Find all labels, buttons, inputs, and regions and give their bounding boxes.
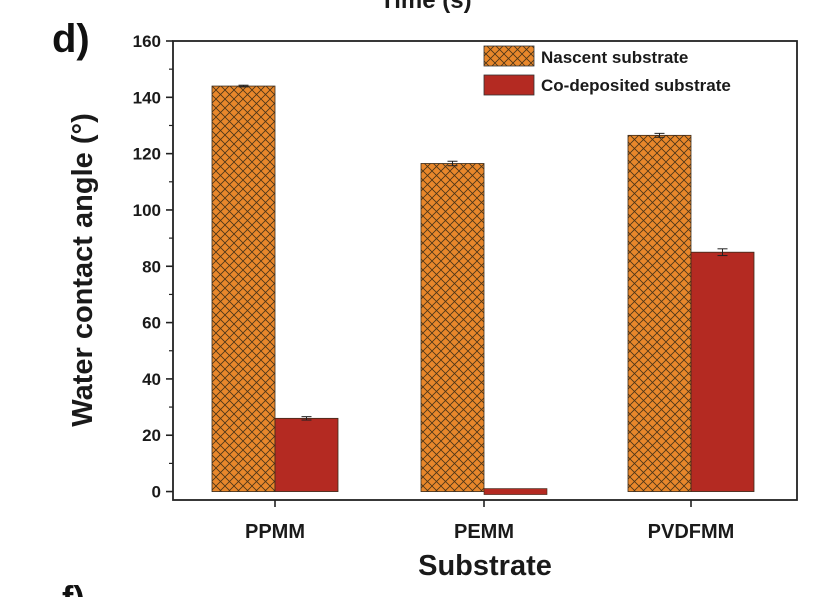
cut-off-top-label: Time (s) bbox=[380, 0, 472, 14]
x-axis-title: Substrate bbox=[418, 550, 552, 582]
bar-nascent bbox=[211, 85, 276, 492]
y-axis-ticks: 0 20 40 60 80 100 120 140 160 bbox=[133, 32, 173, 502]
bar-codeposited bbox=[483, 488, 548, 495]
y-tick-label: 120 bbox=[133, 145, 161, 164]
x-tick-label: PEMM bbox=[454, 521, 514, 543]
cut-off-next-panel-label: f) bbox=[62, 580, 85, 597]
y-tick-label: 100 bbox=[133, 201, 161, 220]
panel-label: d) bbox=[52, 17, 90, 61]
bars bbox=[211, 84, 755, 495]
x-tick-label: PVDFMM bbox=[648, 521, 735, 543]
legend-label-nascent: Nascent substrate bbox=[541, 48, 688, 67]
x-tick-label: PPMM bbox=[245, 521, 305, 543]
y-tick-label: 140 bbox=[133, 88, 161, 107]
bar-nascent bbox=[420, 163, 485, 492]
bar-nascent bbox=[627, 134, 692, 492]
bar-codeposited bbox=[274, 417, 339, 492]
legend-label-codeposited: Co-deposited substrate bbox=[541, 76, 731, 95]
y-tick-label: 160 bbox=[133, 32, 161, 51]
bar-codeposited bbox=[690, 251, 755, 492]
legend-swatch-codeposited bbox=[483, 74, 535, 96]
y-tick-label: 0 bbox=[152, 483, 161, 502]
plot-frame bbox=[172, 40, 798, 501]
y-tick-label: 80 bbox=[142, 257, 161, 276]
legend: Nascent substrate Co-deposited substrate bbox=[483, 45, 731, 96]
y-tick-label: 20 bbox=[142, 426, 161, 445]
y-axis-title: Water contact angle (°) bbox=[67, 113, 99, 426]
y-tick-label: 60 bbox=[142, 314, 161, 333]
y-tick-label: 40 bbox=[142, 370, 161, 389]
legend-swatch-nascent bbox=[483, 45, 535, 67]
x-axis-ticks: PPMM PEMM PVDFMM bbox=[245, 500, 734, 543]
